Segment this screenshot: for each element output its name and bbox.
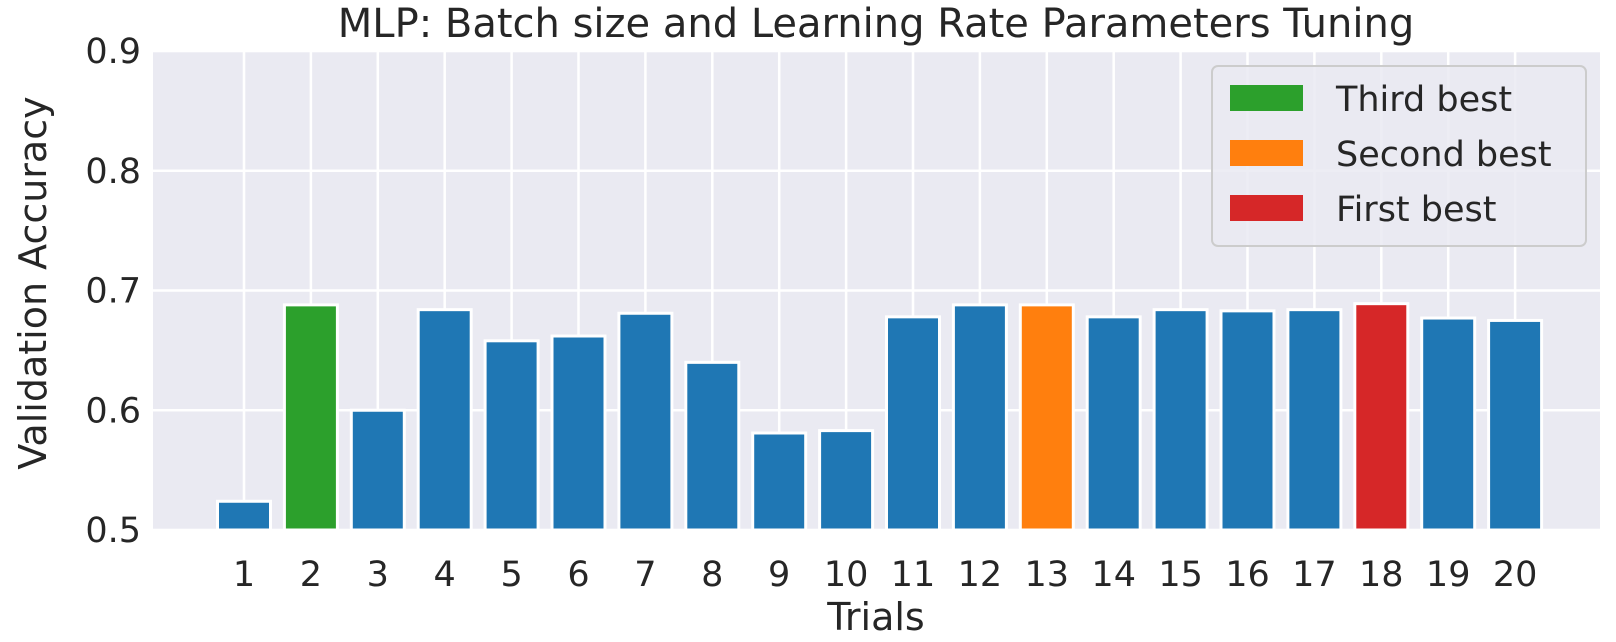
y-tick-label: 0.8: [85, 152, 141, 192]
y-axis-label: Validation Accuracy: [11, 96, 55, 469]
x-tick-label: 15: [1158, 555, 1203, 595]
legend-label-second-best: Second best: [1336, 135, 1552, 175]
bar-trial-5: [483, 339, 540, 532]
bar-trial-18: [1353, 302, 1410, 532]
bar-trial-15: [1152, 308, 1209, 532]
bar-trial-11: [885, 315, 941, 532]
x-tick-label: 19: [1426, 555, 1471, 595]
legend-label-first-best: First best: [1336, 190, 1497, 230]
x-tick-label: 16: [1225, 555, 1270, 595]
bar-trial-8: [684, 360, 741, 532]
bar-trial-19: [1420, 316, 1477, 532]
x-tick-label: 10: [824, 555, 869, 595]
bar-trial-7: [617, 311, 674, 532]
bar-trial-1: [216, 499, 272, 532]
x-axis-label: Trials: [826, 595, 924, 639]
legend-swatch-second-best: [1230, 140, 1303, 166]
x-tick-label: 7: [634, 555, 656, 595]
y-tick-label: 0.5: [85, 511, 141, 551]
bar-trial-6: [550, 334, 607, 532]
x-tick-label: 5: [500, 555, 522, 595]
bar-trial-16: [1219, 309, 1276, 532]
bar-trial-10: [818, 429, 875, 532]
y-tick-label: 0.7: [85, 272, 141, 312]
x-tick-label: 1: [233, 555, 255, 595]
x-tick-label: 3: [367, 555, 389, 595]
legend-swatch-third-best: [1230, 85, 1303, 111]
bar-trial-14: [1085, 315, 1142, 532]
legend: Third best Second best First best: [1211, 65, 1587, 247]
y-tick-label: 0.6: [85, 391, 141, 431]
x-tick-label: 8: [701, 555, 723, 595]
x-tick-label: 14: [1091, 555, 1136, 595]
x-tick-label: 13: [1025, 555, 1070, 595]
bar-trial-12: [951, 303, 1008, 532]
legend-frame: [1211, 65, 1587, 247]
x-tick-labels: 1 2 3 4 5 6 7 8 9 10 11 12 13 14 15 16 17 18 19 20: [233, 555, 1538, 595]
x-tick-label: 17: [1292, 555, 1337, 595]
bars: [216, 302, 1544, 532]
x-tick-label: 20: [1493, 555, 1538, 595]
x-tick-label: 18: [1359, 555, 1404, 595]
bar-trial-3: [349, 408, 406, 532]
bar-trial-20: [1487, 318, 1544, 532]
bar-trial-4: [416, 308, 473, 532]
x-tick-label: 4: [434, 555, 456, 595]
x-tick-label: 9: [768, 555, 790, 595]
chart-title: MLP: Batch size and Learning Rate Parame…: [338, 1, 1414, 47]
legend-label-third-best: Third best: [1335, 80, 1512, 120]
legend-swatch-first-best: [1230, 195, 1303, 221]
bar-trial-2: [282, 303, 339, 532]
x-tick-label: 11: [891, 555, 936, 595]
y-tick-labels: 0.5 0.6 0.7 0.8 0.9: [85, 32, 141, 551]
y-tick-label: 0.9: [85, 32, 141, 72]
bar-trial-17: [1286, 308, 1343, 532]
x-tick-label: 2: [300, 555, 322, 595]
x-tick-label: 12: [958, 555, 1003, 595]
x-tick-label: 6: [567, 555, 589, 595]
bar-trial-9: [751, 431, 808, 532]
bar-trial-13: [1018, 303, 1075, 532]
